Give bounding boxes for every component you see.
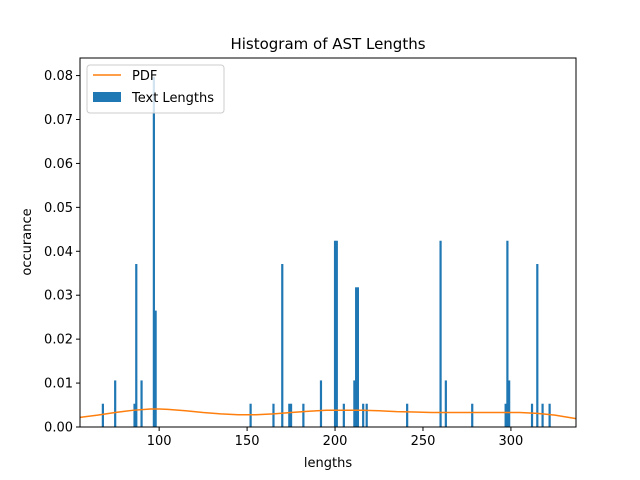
y-tick-label: 0.03 [44,289,73,304]
histogram-bar [319,380,323,427]
x-tick-label: 250 [411,434,436,449]
histogram-bar [504,403,507,427]
legend-pdf-label: PDF [132,69,157,84]
y-tick-label: 0.00 [44,421,73,436]
histogram-bar [288,403,291,427]
legend-bars-label: Text Lengths [131,91,214,106]
x-tick-label: 300 [499,434,524,449]
histogram-bar [356,287,359,427]
histogram-bar [444,380,447,427]
histogram-bar [289,403,293,427]
histogram-bar [140,380,143,427]
legend: PDF Text Lengths [86,64,225,114]
plot-frame [79,57,577,428]
histogram-bar [272,403,275,427]
histogram-bar [114,380,117,427]
histogram-bar [353,380,356,427]
y-tick-label: 0.07 [44,113,73,128]
histogram-bar [302,403,305,427]
x-tick-label: 150 [235,434,260,449]
histogram-bar [536,264,539,427]
y-tick-label: 0.06 [44,157,73,172]
histogram-bar [335,240,338,427]
histogram-bar [530,403,534,427]
histogram-bar [133,403,136,427]
histogram-bar [506,240,509,427]
histogram-bar [333,240,337,427]
x-tick-label: 100 [147,434,172,449]
histogram-bar [342,403,345,427]
x-axis-ticks: 100 150 200 250 300 [147,427,524,449]
y-axis-label: occurance [20,208,35,275]
y-tick-label: 0.04 [44,245,73,260]
pdf-line-series [79,408,577,420]
y-tick-label: 0.08 [44,69,73,84]
histogram-bar [508,380,511,427]
histogram-bar [281,264,284,427]
histogram-bar [471,403,474,427]
legend-box [86,64,225,114]
histogram-bar [406,403,409,427]
histogram-bar [439,240,442,427]
histogram-bar [154,310,157,427]
histogram-bar [355,287,358,427]
y-tick-label: 0.01 [44,377,73,392]
y-tick-label: 0.02 [44,333,73,348]
x-axis-label: lengths [304,456,352,471]
y-axis-ticks: 0.00 0.01 0.02 0.03 0.04 0.05 0.06 0.07 0.08 [44,69,80,436]
histogram-bar [362,403,365,427]
pdf-curve [79,408,577,420]
histogram-bar [541,403,544,427]
histogram-bar [135,264,138,427]
histogram-bar [101,403,104,427]
histogram-bar [365,403,368,427]
histogram-bar [152,76,155,427]
legend-bars-swatch [93,92,121,102]
y-tick-label: 0.05 [44,201,73,216]
x-tick-label: 200 [323,434,348,449]
chart-title: Histogram of AST Lengths [230,35,425,53]
